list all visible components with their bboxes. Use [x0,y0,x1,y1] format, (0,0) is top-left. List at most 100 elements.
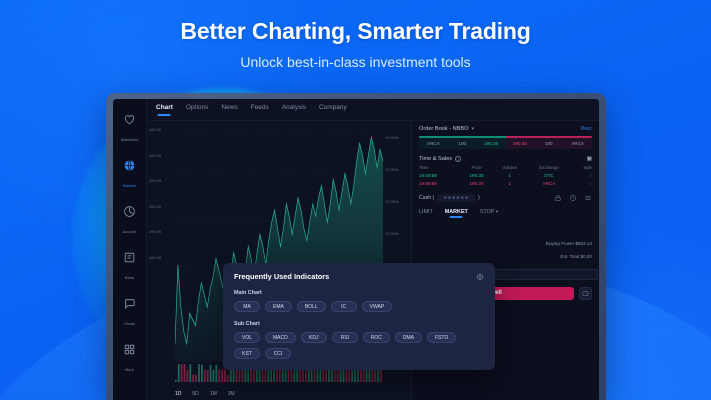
time-and-sales-title-group: Time & Sales i [419,155,462,162]
indicator-chip-fsto[interactable]: FSTO [427,332,457,343]
indicator-chip-ema[interactable]: EMA [265,301,292,312]
order-book-desc-link[interactable]: Desc [580,126,592,132]
time-and-sales-table: Time Price Volume Exchange Side [419,162,592,188]
laptop-frame: Watchlists Markets Account [106,93,606,400]
chevron-down-icon: ▾ [495,208,499,214]
timeframe-1d[interactable]: 1D [175,391,182,397]
account-label-close: ) [477,194,480,201]
order-book: ARCA 100 190.26 190.30 100 ARCA [419,136,592,149]
table-row: 19:59:56 190.28 1 ARCA ↓ [419,180,592,188]
sidebar-item-news[interactable]: News [115,251,145,284]
sidebar-label-account: Account [122,230,137,234]
globe-icon [123,159,136,172]
depth-bid [419,136,506,138]
ask-exchange: ARCA [571,140,584,146]
main-chart-indicator-chips: MA EMA BOLL IC VWAP [234,301,484,312]
cell-exchange: OTC [544,173,554,179]
app-sidebar: Watchlists Markets Account [113,99,147,400]
chart-y-axis-right: +0.42% +0.39% +0.35% +0.32% [385,135,409,263]
order-type-stop[interactable]: STOP ▾ [480,209,498,215]
order-book-row[interactable]: ARCA 100 190.26 190.30 100 ARCA [419,137,592,149]
clock-icon[interactable] [569,194,577,202]
order-book-bid-side: ARCA 100 190.26 [419,137,506,149]
indicator-chip-kdj[interactable]: KDJ [300,332,327,343]
cell-time: 19:59:59 [419,173,437,179]
sidebar-item-more[interactable]: More [115,343,145,376]
tab-company[interactable]: Company [318,104,347,111]
tab-options[interactable]: Options [185,104,209,111]
pct-tick: +0.32% [385,231,399,236]
cell-volume: 1 [508,173,511,179]
menu-icon[interactable] [584,194,592,202]
ticket-action-icons [554,194,592,202]
y-tick: 189.95 [149,254,162,260]
order-book-title-group[interactable]: Order Book - NBBO ▾ [419,126,474,132]
wallet-icon[interactable] [579,286,592,300]
cell-exchange: ARCA [542,181,556,187]
sidebar-item-markets[interactable]: Markets [115,159,145,192]
bid-price: 190.26 [484,140,499,146]
timeframe-selector: 1D 5D 1M 3M [175,391,235,397]
pie-chart-icon [123,205,136,218]
hero-headline: Better Charting, Smarter Trading [180,18,531,44]
indicator-chip-kst[interactable]: KST [234,348,260,359]
cell-side: ↑ [589,173,592,179]
timeframe-3m[interactable]: 3M [227,391,235,397]
indicator-chip-boll[interactable]: BOLL [296,301,326,312]
order-type-limit[interactable]: LIMIT [419,208,433,215]
sidebar-item-account[interactable]: Account [115,205,145,238]
bid-size: 100 [458,140,467,146]
order-book-header: Order Book - NBBO ▾ Desc [419,126,592,132]
indicator-chip-ma[interactable]: MA [234,301,260,312]
sidebar-label-watchlists: Watchlists [120,138,139,142]
gear-icon[interactable] [476,273,484,281]
indicator-chip-vwap[interactable]: VWAP [361,301,393,312]
time-and-sales: Time & Sales i ▦ Time Pri [419,155,592,188]
y-tick: 190.30 [149,127,162,132]
order-type-market[interactable]: MARKET [444,208,468,215]
table-header-row: Time Price Volume Exchange Side [419,162,592,172]
account-row: Cash ( ∗∗∗∗∗∗ ) [419,193,592,202]
info-icon[interactable]: i [455,155,462,162]
tab-news[interactable]: News [221,104,238,111]
calendar-icon[interactable]: ▦ [586,155,592,162]
time-and-sales-header: Time & Sales i ▦ [419,155,592,162]
chevron-down-icon: ▾ [471,126,474,132]
indicator-chip-macd[interactable]: MACD [265,332,296,343]
sidebar-item-feeds[interactable]: Feeds [115,297,145,330]
lock-icon[interactable] [554,194,562,202]
indicator-chip-roc[interactable]: ROC [362,332,390,343]
cell-price: 190.30 [469,173,484,179]
account-label: Cash ( [419,194,435,201]
pct-tick: +0.39% [385,167,399,172]
chart-y-axis-left: 190.30 190.25 190.15 190.10 190.05 189.9… [149,127,175,280]
account-selector[interactable]: Cash ( ∗∗∗∗∗∗ ) [419,193,480,202]
indicator-chip-ic[interactable]: IC [330,301,357,312]
modal-section-sub-chart-label: Sub Chart [234,321,260,327]
modal-section-main-chart-label: Main Chart [234,290,262,296]
timeframe-5d[interactable]: 5D [192,391,199,397]
volume-bars [175,364,383,382]
indicator-chip-vol[interactable]: VOL [234,332,261,343]
heart-icon [123,113,136,126]
indicator-chip-cci[interactable]: CCI [265,348,291,359]
indicator-chip-dma[interactable]: DMA [394,332,422,343]
tab-feeds[interactable]: Feeds [250,104,269,111]
ask-size: 100 [544,140,553,146]
sidebar-label-news: News [124,276,135,280]
col-side: Side [583,164,592,170]
y-tick: 190.10 [149,203,162,209]
ticket-meta: Buying Power $803.14 Est. Total $0.00 [419,241,592,267]
tab-analysis[interactable]: Analysis [281,104,306,111]
sidebar-item-watchlists[interactable]: Watchlists [115,113,145,146]
cell-volume: 1 [508,181,511,187]
pct-tick: +0.42% [385,135,399,140]
volume-svg [175,364,382,382]
indicator-chip-rsi[interactable]: RSI [331,332,358,343]
ask-price: 190.30 [512,140,527,146]
chat-icon [123,297,136,310]
col-exchange: Exchange [539,164,559,170]
tab-chart[interactable]: Chart [156,104,173,115]
indicators-modal[interactable]: Frequently Used Indicators Main Chart MA… [223,263,495,370]
timeframe-1m[interactable]: 1M [209,391,217,397]
